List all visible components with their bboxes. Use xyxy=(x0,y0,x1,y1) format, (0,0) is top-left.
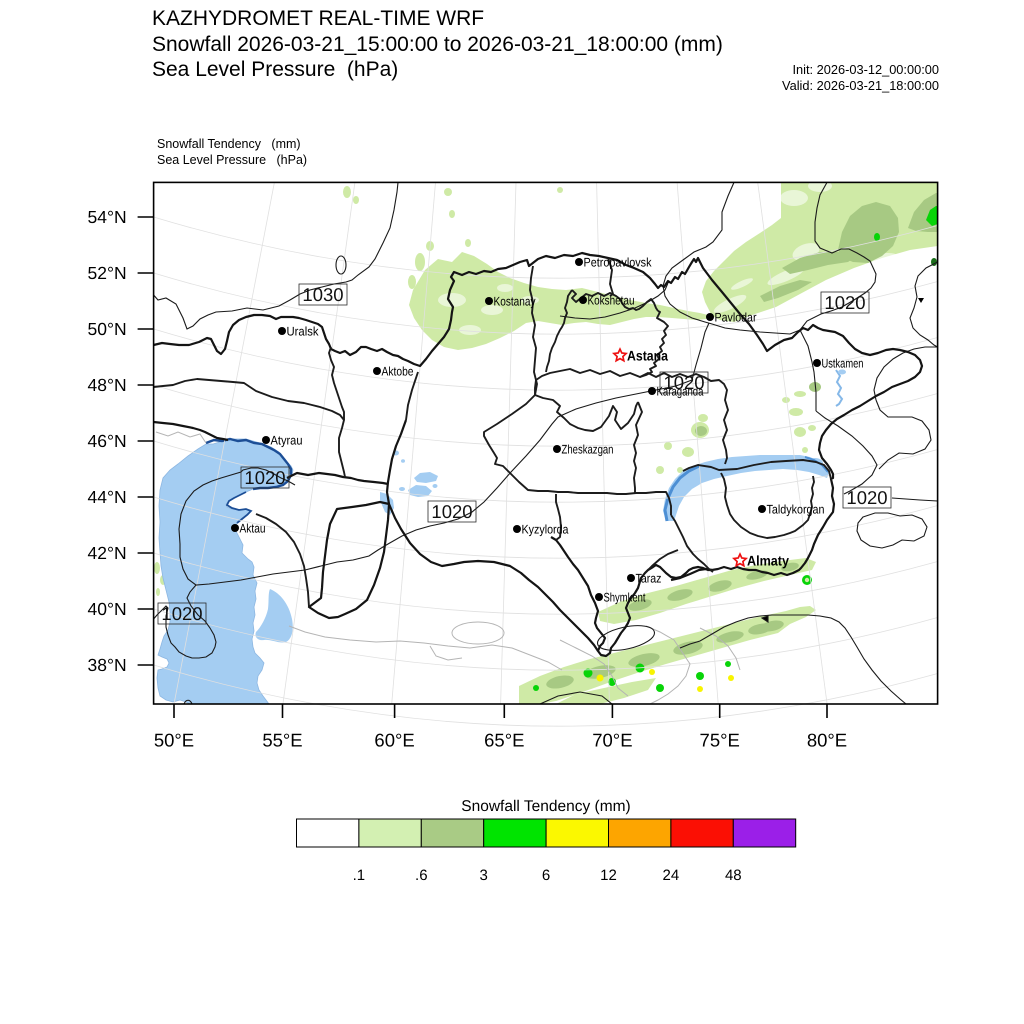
svg-text:40°N: 40°N xyxy=(87,599,126,619)
svg-text:1020: 1020 xyxy=(431,501,472,522)
svg-text:Taraz: Taraz xyxy=(636,572,662,586)
svg-text:3: 3 xyxy=(480,867,488,884)
svg-text:50°E: 50°E xyxy=(154,730,194,751)
svg-text:60°E: 60°E xyxy=(374,730,414,751)
svg-text:44°N: 44°N xyxy=(87,487,126,507)
svg-text:52°N: 52°N xyxy=(87,263,126,283)
svg-text:1020: 1020 xyxy=(663,372,704,393)
svg-text:54°N: 54°N xyxy=(87,207,126,227)
svg-text:Uralsk: Uralsk xyxy=(287,325,320,339)
svg-text:Ustkamen: Ustkamen xyxy=(822,357,864,371)
svg-text:65°E: 65°E xyxy=(484,730,524,751)
svg-text:Taldykorgan: Taldykorgan xyxy=(767,503,825,517)
svg-text:48: 48 xyxy=(725,867,742,884)
svg-text:42°N: 42°N xyxy=(87,543,126,563)
svg-text:38°N: 38°N xyxy=(87,655,126,675)
svg-text:1030: 1030 xyxy=(302,284,343,305)
svg-text:1020: 1020 xyxy=(824,292,865,313)
svg-text:Karaganda: Karaganda xyxy=(657,385,704,399)
svg-text:Kokshetau: Kokshetau xyxy=(588,294,635,308)
svg-text:48°N: 48°N xyxy=(87,375,126,395)
svg-text:.6: .6 xyxy=(415,867,428,884)
svg-text:12: 12 xyxy=(600,867,617,884)
svg-text:Aktobe: Aktobe xyxy=(382,365,414,379)
svg-text:6: 6 xyxy=(542,867,550,884)
svg-text:Pavlodar: Pavlodar xyxy=(715,311,757,325)
svg-text:Aktau: Aktau xyxy=(240,522,266,536)
svg-text:1020: 1020 xyxy=(161,603,202,624)
svg-text:46°N: 46°N xyxy=(87,431,126,451)
svg-text:55°E: 55°E xyxy=(262,730,302,751)
svg-text:80°E: 80°E xyxy=(807,730,847,751)
svg-text:Astana: Astana xyxy=(627,348,668,364)
svg-text:Kyzylorda: Kyzylorda xyxy=(522,523,569,537)
svg-text:Kostanay: Kostanay xyxy=(494,295,537,309)
svg-text:75°E: 75°E xyxy=(700,730,740,751)
svg-text:1020: 1020 xyxy=(846,487,887,508)
svg-text:Snowfall Tendency (mm): Snowfall Tendency (mm) xyxy=(461,798,630,815)
svg-text:Atyrau: Atyrau xyxy=(271,434,303,448)
svg-text:Zheskazgan: Zheskazgan xyxy=(562,443,614,457)
svg-text:Shymkent: Shymkent xyxy=(604,591,646,605)
svg-text:24: 24 xyxy=(663,867,680,884)
svg-text:.1: .1 xyxy=(353,867,366,884)
svg-text:70°E: 70°E xyxy=(592,730,632,751)
svg-text:1020: 1020 xyxy=(244,467,285,488)
svg-text:50°N: 50°N xyxy=(87,319,126,339)
svg-text:Almaty: Almaty xyxy=(747,553,789,569)
svg-text:Petropavlovsk: Petropavlovsk xyxy=(584,256,653,270)
